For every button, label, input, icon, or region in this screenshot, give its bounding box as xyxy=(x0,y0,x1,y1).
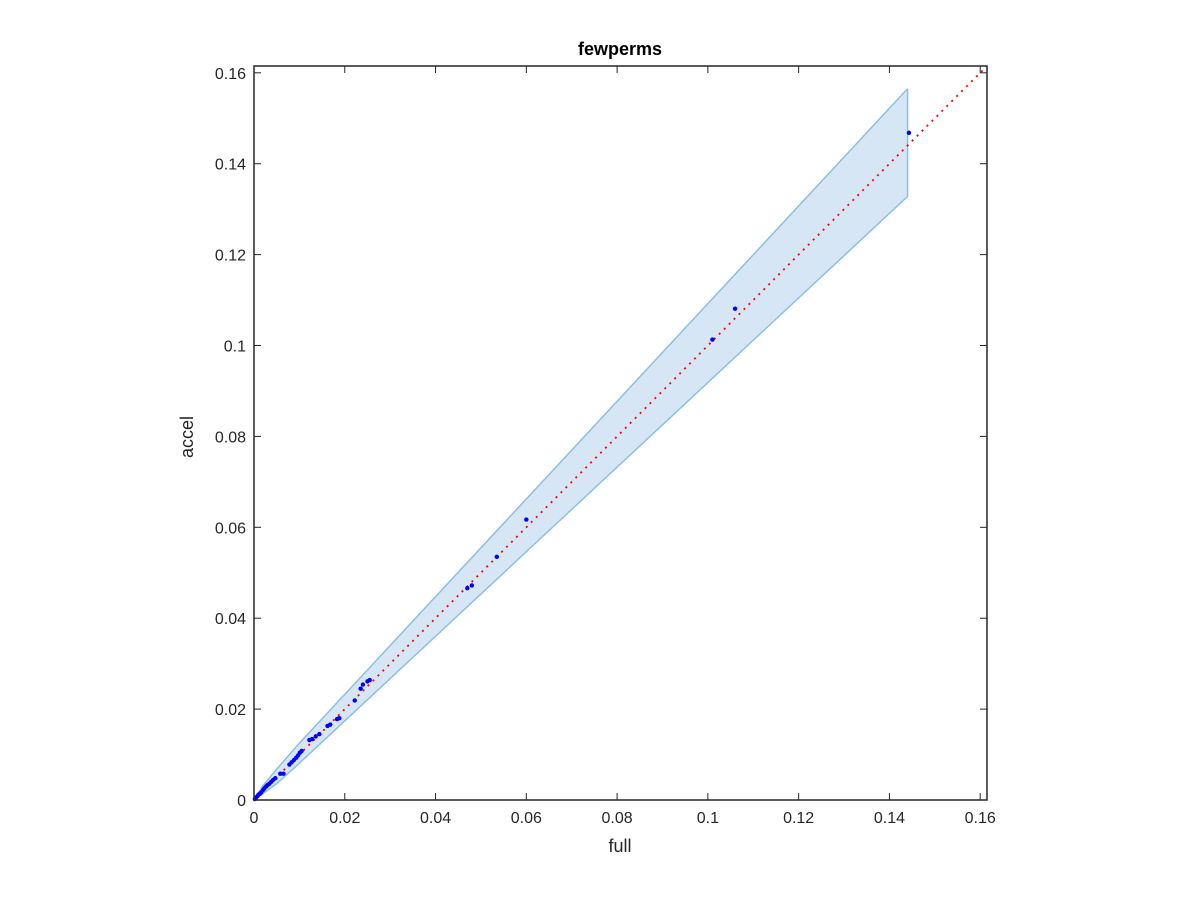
x-tick-label: 0.02 xyxy=(329,810,360,827)
y-tick-label: 0.16 xyxy=(215,66,246,83)
data-point xyxy=(278,771,283,776)
data-point xyxy=(469,583,475,588)
data-point xyxy=(328,722,333,727)
y-tick-label: 0.04 xyxy=(215,611,246,628)
data-point xyxy=(352,698,357,703)
data-point xyxy=(465,586,470,591)
x-tick-label: 0.14 xyxy=(874,810,905,827)
band-lower-edge xyxy=(253,195,909,801)
data-point xyxy=(337,715,342,721)
data-point xyxy=(732,306,738,311)
band-upper-edge xyxy=(253,88,909,801)
data-point xyxy=(367,677,372,683)
x-tick-label: 0.04 xyxy=(420,810,451,827)
x-tick-label: 0 xyxy=(250,810,259,827)
y-tick-label: 0 xyxy=(237,793,246,810)
y-tick-label: 0.06 xyxy=(215,520,246,537)
plot-area: 0 0.02 0.04 0.06 0.08 0.1 0.12 0.14 0.16 0 0.02 0.0… xyxy=(215,65,996,827)
data-point xyxy=(309,736,315,742)
x-axis-label: full xyxy=(608,836,631,856)
data-point xyxy=(710,337,715,342)
y-axis-label: accel xyxy=(177,416,197,458)
data-point xyxy=(358,686,363,691)
y-tick-label: 0.08 xyxy=(215,429,246,446)
y-tick-label: 0.14 xyxy=(215,157,246,174)
data-point xyxy=(299,748,304,754)
confidence-band xyxy=(254,88,908,800)
data-point xyxy=(281,771,286,776)
y-tick-label: 0.02 xyxy=(215,702,246,719)
x-tick-label: 0.12 xyxy=(783,810,814,827)
x-tick-label: 0.1 xyxy=(697,810,719,827)
chart-title: fewperms xyxy=(578,39,662,59)
x-tick-label: 0.16 xyxy=(965,810,996,827)
data-point xyxy=(317,731,322,737)
y-tick-label: 0.12 xyxy=(215,248,246,265)
data-point xyxy=(906,130,912,136)
y-tick-label: 0.1 xyxy=(224,339,246,356)
x-tick-label: 0.08 xyxy=(602,810,633,827)
data-point xyxy=(360,682,366,687)
data-point xyxy=(494,554,500,560)
axes-box xyxy=(253,65,988,801)
data-point xyxy=(273,775,278,781)
reference-line xyxy=(253,65,988,801)
data-point xyxy=(313,734,318,739)
data-point xyxy=(524,517,529,522)
x-tick-label: 0.06 xyxy=(511,810,542,827)
